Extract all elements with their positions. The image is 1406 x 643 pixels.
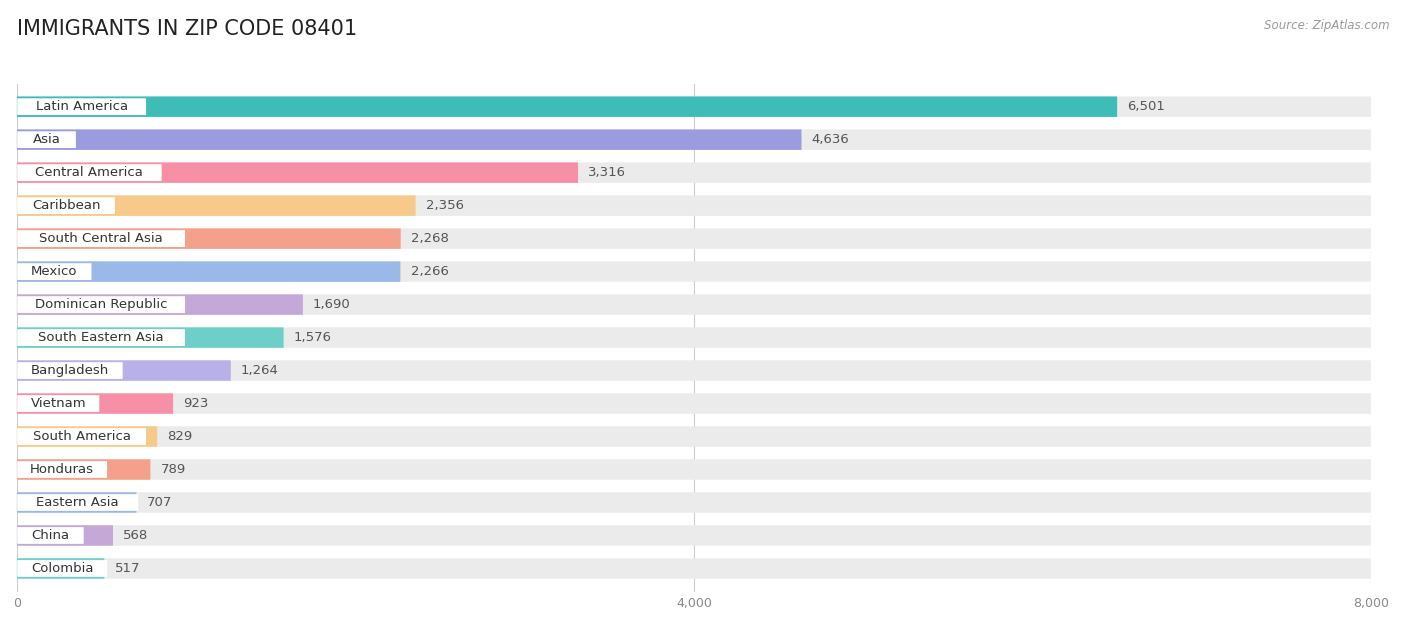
Text: Asia: Asia xyxy=(32,133,60,146)
FancyBboxPatch shape xyxy=(17,494,138,511)
Text: Eastern Asia: Eastern Asia xyxy=(37,496,120,509)
Text: Honduras: Honduras xyxy=(30,463,94,476)
FancyBboxPatch shape xyxy=(17,426,157,447)
FancyBboxPatch shape xyxy=(17,164,162,181)
Text: 1,264: 1,264 xyxy=(240,364,278,377)
FancyBboxPatch shape xyxy=(17,131,76,148)
FancyBboxPatch shape xyxy=(17,558,1371,579)
Text: 3,316: 3,316 xyxy=(588,166,626,179)
Text: 2,266: 2,266 xyxy=(411,265,449,278)
Text: 1,690: 1,690 xyxy=(314,298,352,311)
FancyBboxPatch shape xyxy=(17,394,173,414)
Text: Mexico: Mexico xyxy=(31,265,77,278)
Text: China: China xyxy=(31,529,69,542)
Text: Dominican Republic: Dominican Republic xyxy=(35,298,167,311)
Text: 923: 923 xyxy=(183,397,208,410)
FancyBboxPatch shape xyxy=(17,197,115,214)
FancyBboxPatch shape xyxy=(17,327,284,348)
FancyBboxPatch shape xyxy=(17,129,801,150)
FancyBboxPatch shape xyxy=(17,525,112,546)
FancyBboxPatch shape xyxy=(17,294,1371,315)
Text: 2,268: 2,268 xyxy=(411,232,449,245)
Text: Vietnam: Vietnam xyxy=(31,397,86,410)
Text: Source: ZipAtlas.com: Source: ZipAtlas.com xyxy=(1264,19,1389,32)
Text: 2,356: 2,356 xyxy=(426,199,464,212)
FancyBboxPatch shape xyxy=(17,261,401,282)
Text: South America: South America xyxy=(32,430,131,443)
FancyBboxPatch shape xyxy=(17,230,186,247)
Text: 4,636: 4,636 xyxy=(811,133,849,146)
FancyBboxPatch shape xyxy=(17,527,84,544)
FancyBboxPatch shape xyxy=(17,96,1371,117)
Text: Latin America: Latin America xyxy=(35,100,128,113)
FancyBboxPatch shape xyxy=(17,362,122,379)
Text: Bangladesh: Bangladesh xyxy=(31,364,110,377)
FancyBboxPatch shape xyxy=(17,525,1371,546)
Text: 707: 707 xyxy=(146,496,172,509)
Text: 517: 517 xyxy=(114,562,141,575)
Text: Central America: Central America xyxy=(35,166,143,179)
FancyBboxPatch shape xyxy=(17,195,1371,216)
FancyBboxPatch shape xyxy=(17,360,1371,381)
FancyBboxPatch shape xyxy=(17,360,231,381)
Text: 6,501: 6,501 xyxy=(1128,100,1166,113)
Text: 789: 789 xyxy=(160,463,186,476)
FancyBboxPatch shape xyxy=(17,459,1371,480)
Text: Caribbean: Caribbean xyxy=(32,199,100,212)
FancyBboxPatch shape xyxy=(17,195,416,216)
Text: IMMIGRANTS IN ZIP CODE 08401: IMMIGRANTS IN ZIP CODE 08401 xyxy=(17,19,357,39)
FancyBboxPatch shape xyxy=(17,263,91,280)
FancyBboxPatch shape xyxy=(17,560,107,577)
FancyBboxPatch shape xyxy=(17,261,1371,282)
FancyBboxPatch shape xyxy=(17,493,136,512)
FancyBboxPatch shape xyxy=(17,461,107,478)
FancyBboxPatch shape xyxy=(17,426,1371,447)
FancyBboxPatch shape xyxy=(17,459,150,480)
FancyBboxPatch shape xyxy=(17,98,146,115)
FancyBboxPatch shape xyxy=(17,395,100,412)
Text: South Central Asia: South Central Asia xyxy=(39,232,163,245)
FancyBboxPatch shape xyxy=(17,163,1371,183)
FancyBboxPatch shape xyxy=(17,394,1371,414)
FancyBboxPatch shape xyxy=(17,428,146,445)
Text: South Eastern Asia: South Eastern Asia xyxy=(38,331,165,344)
Text: 829: 829 xyxy=(167,430,193,443)
FancyBboxPatch shape xyxy=(17,228,1371,249)
FancyBboxPatch shape xyxy=(17,493,1371,512)
FancyBboxPatch shape xyxy=(17,294,302,315)
FancyBboxPatch shape xyxy=(17,329,186,346)
FancyBboxPatch shape xyxy=(17,228,401,249)
Text: Colombia: Colombia xyxy=(31,562,93,575)
FancyBboxPatch shape xyxy=(17,96,1118,117)
FancyBboxPatch shape xyxy=(17,296,186,313)
FancyBboxPatch shape xyxy=(17,163,578,183)
FancyBboxPatch shape xyxy=(17,327,1371,348)
Text: 568: 568 xyxy=(124,529,149,542)
FancyBboxPatch shape xyxy=(17,558,104,579)
Text: 1,576: 1,576 xyxy=(294,331,332,344)
FancyBboxPatch shape xyxy=(17,129,1371,150)
